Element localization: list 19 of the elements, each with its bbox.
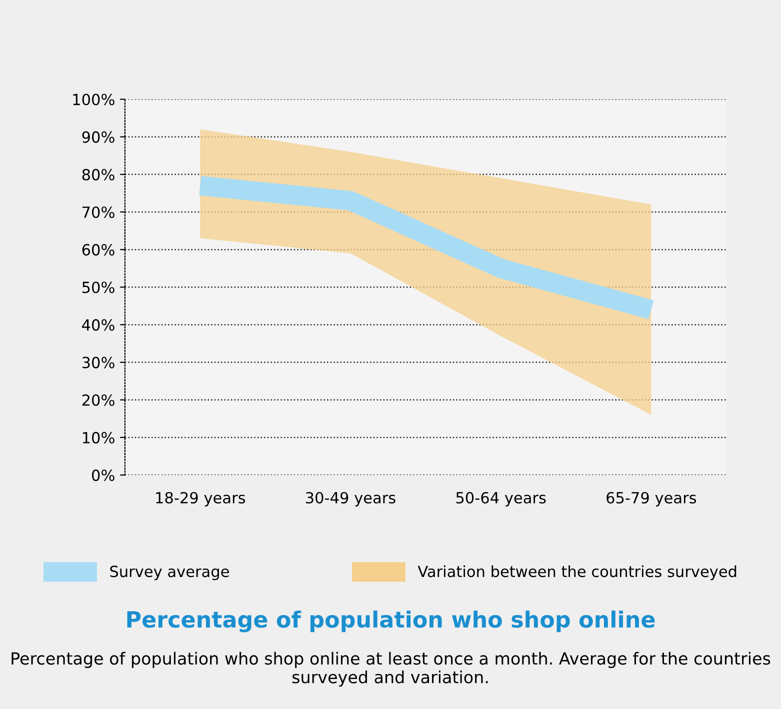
x-tick-label: 65-79 years [606, 492, 696, 506]
text: Percentage of population who shop online at least once a month. Average for the countries surveyed and variation. [12, 652, 770, 687]
text: Percentage of population who shop online [127, 610, 655, 632]
x-tick-label: 50-64 years [456, 492, 546, 506]
y-tick-label: 50% [82, 282, 114, 294]
y-tick-label: 10% [82, 432, 114, 444]
y-tick-label: 60% [82, 244, 114, 256]
y-tick-label: 80% [82, 168, 114, 180]
y-tick-label: 70% [82, 206, 114, 218]
y-tick-label: 20% [82, 394, 114, 406]
y-tick-label: 30% [82, 356, 114, 368]
legend-label: Variation between the countries surveyed [418, 565, 736, 580]
y-tick-label: 0% [92, 469, 114, 482]
legend-label: Survey average [110, 566, 229, 580]
y-tick-label: 100% [73, 94, 114, 106]
x-tick-label: 18-29 years [156, 492, 246, 506]
y-tick-label: 40% [82, 319, 114, 331]
y-tick-label: 90% [82, 131, 114, 143]
x-tick-label: 30-49 years [306, 492, 396, 506]
